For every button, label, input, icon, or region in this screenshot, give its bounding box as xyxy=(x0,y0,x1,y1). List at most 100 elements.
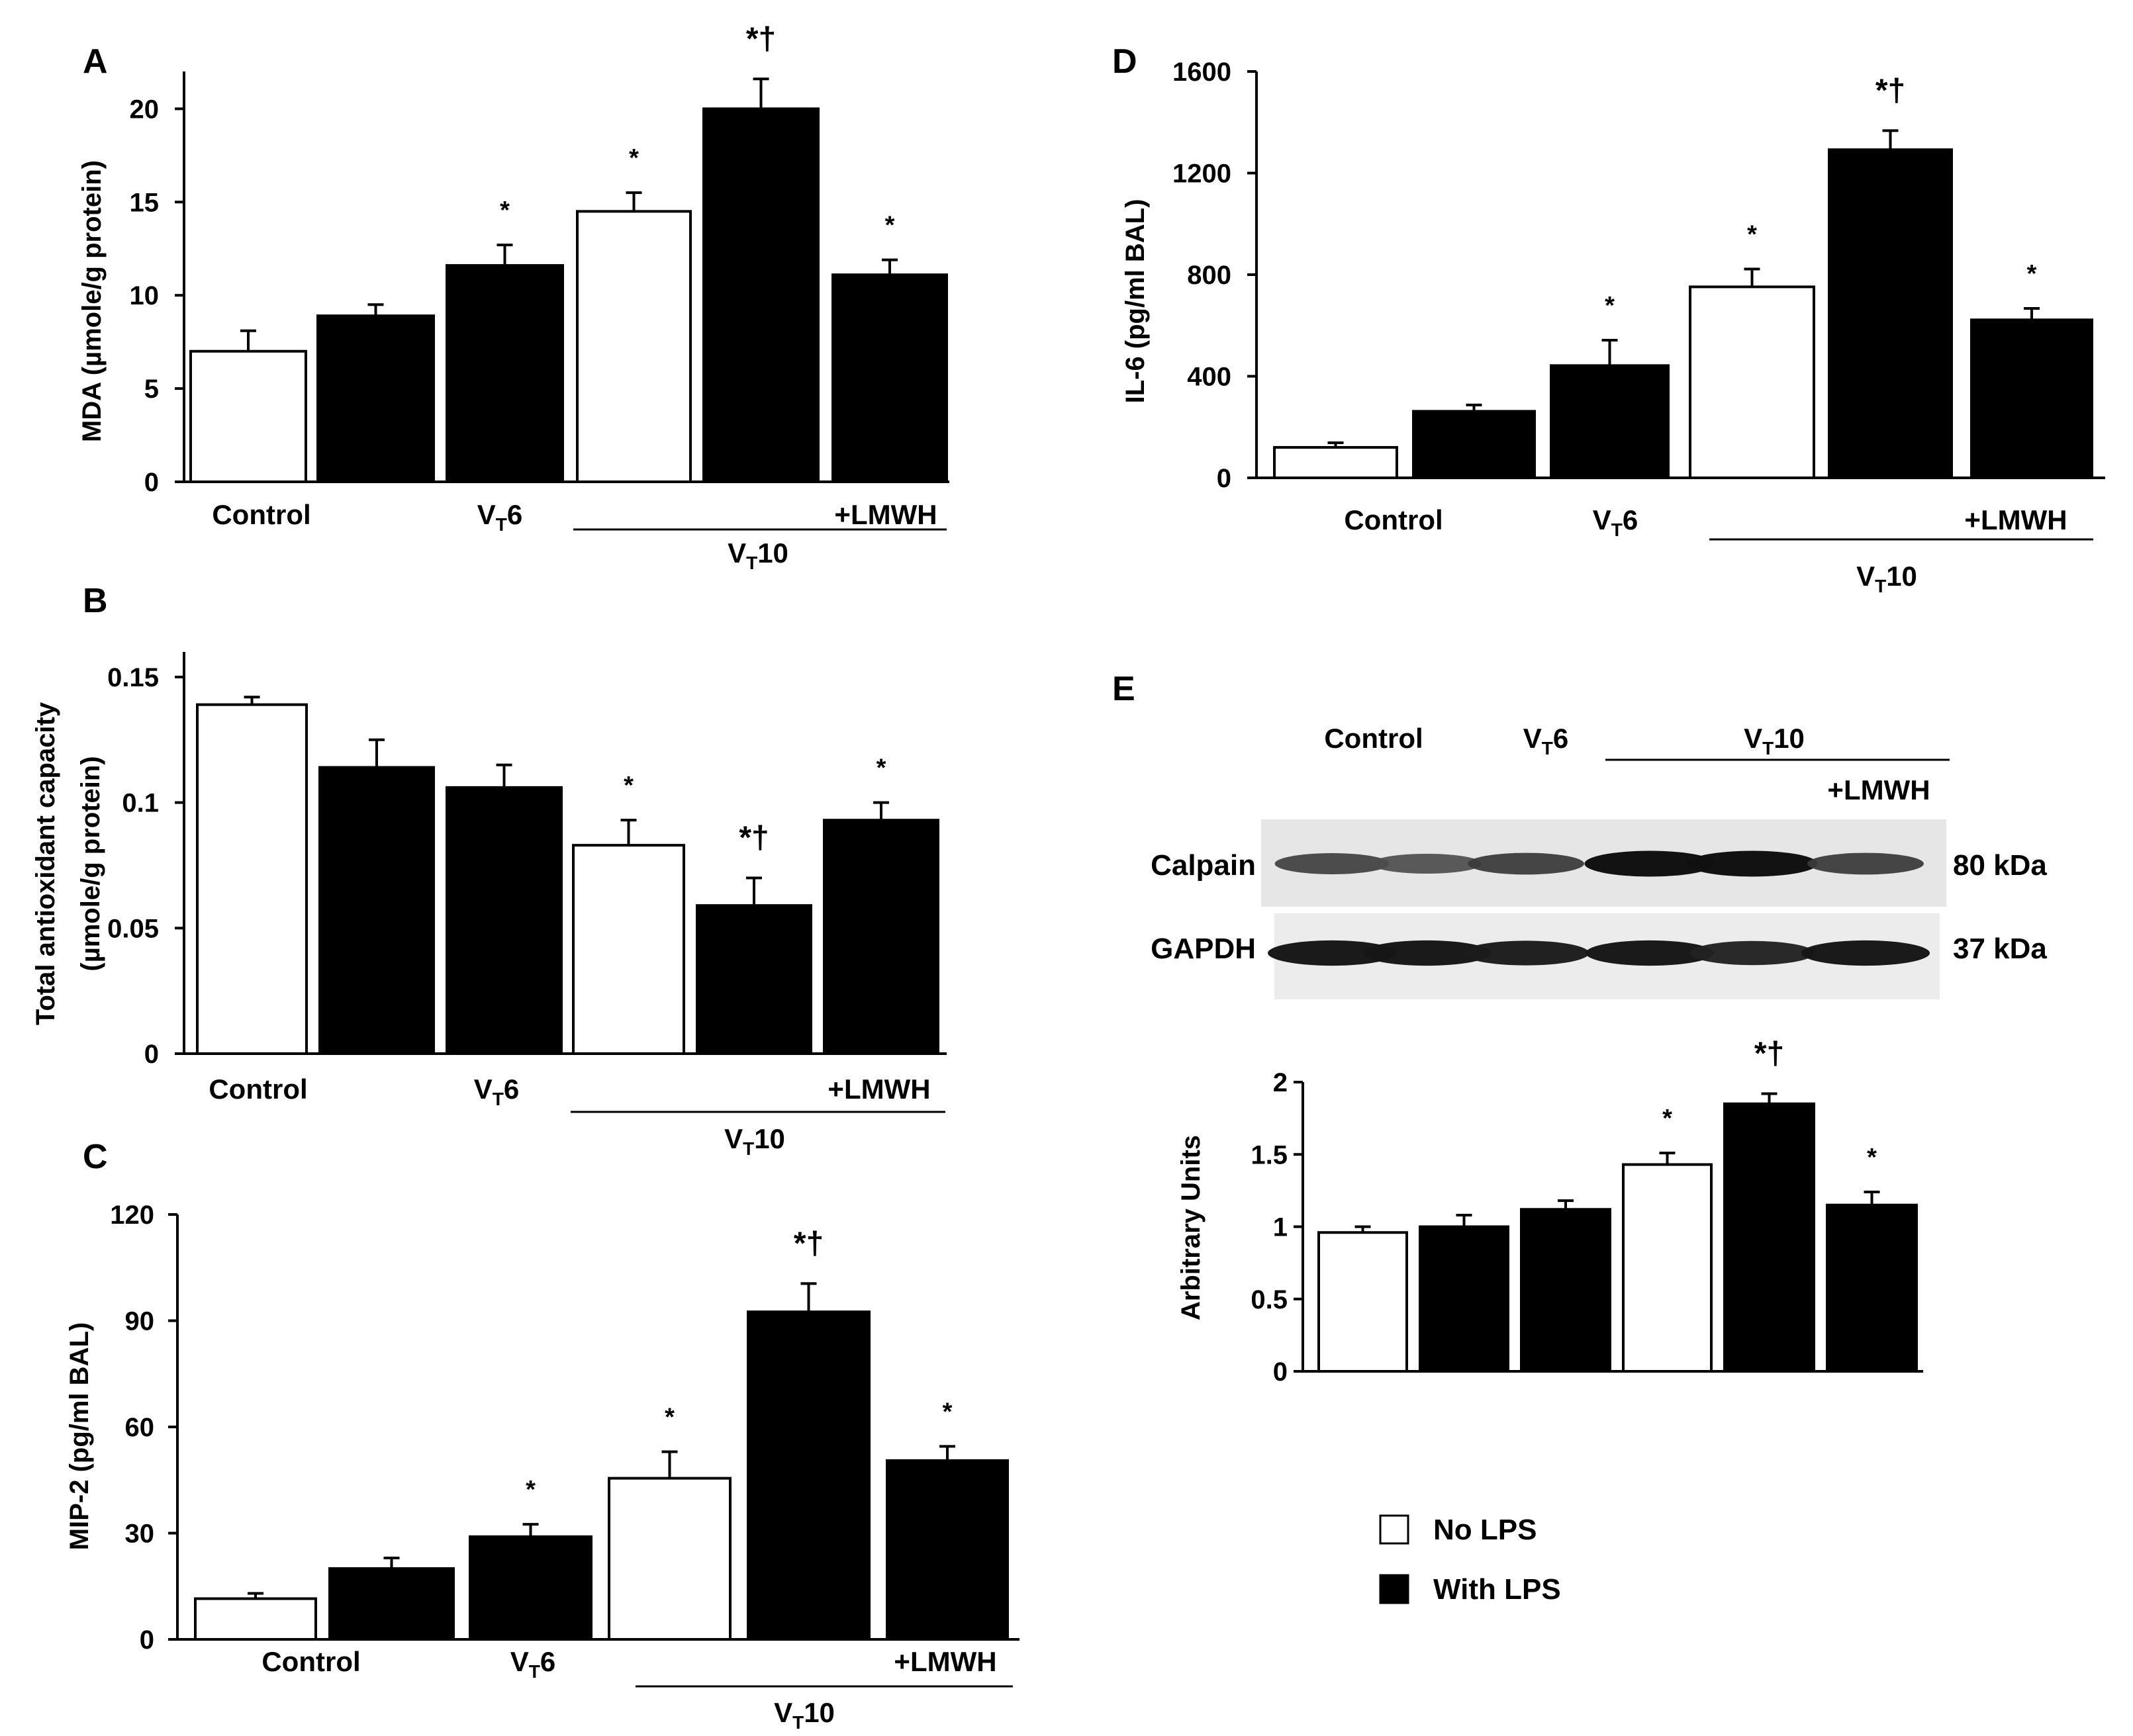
blot-size-calpain: 80 kDa xyxy=(1953,849,2047,882)
significance-marker: * xyxy=(1662,1105,1672,1132)
blot-band-calpain-5 xyxy=(1807,852,1924,875)
blot-band-gapdh-4 xyxy=(1690,940,1815,966)
y-tick-label: 15 xyxy=(130,188,160,217)
bar-b-2 xyxy=(446,786,563,1056)
blot-size-gapdh: 37 kDa xyxy=(1953,933,2047,965)
blot-header-vt6: VT6 xyxy=(1523,723,1568,758)
y-tick-label: 0.1 xyxy=(122,789,159,818)
blot-band-gapdh-5 xyxy=(1801,940,1930,966)
legend-label-with-lps: With LPS xyxy=(1433,1573,1561,1606)
y-tick-label: 400 xyxy=(1187,363,1231,392)
y-tick-label: 20 xyxy=(130,95,160,124)
chart-e-calpain-quant: 0 0.5 1 1.5 2 * *† * xyxy=(1251,1036,1923,1387)
y-tick-label: 90 xyxy=(125,1307,155,1336)
bar-c-3 xyxy=(608,1477,732,1641)
legend-swatch-no-lps xyxy=(1379,1514,1409,1545)
y-tick-label: 0.5 xyxy=(1251,1285,1288,1314)
bar-e-2 xyxy=(1520,1208,1611,1373)
blot-row-label-calpain: Calpain xyxy=(1151,849,1256,882)
bar-d-0 xyxy=(1273,445,1398,480)
bar-c-0 xyxy=(194,1597,317,1641)
y-tick-label: 1600 xyxy=(1172,58,1231,87)
y-tick-label: 10 xyxy=(130,281,160,310)
chart-c-mip2: 0 30 60 90 120 * * *† * xyxy=(110,1201,1019,1655)
bar-a-3 xyxy=(576,210,692,483)
bar-a-2 xyxy=(446,264,564,483)
y-axis-label-b-line1: Total antioxidant capacity xyxy=(31,702,60,1025)
significance-marker: * xyxy=(526,1476,536,1504)
blot-row-label-gapdh: GAPDH xyxy=(1151,933,1256,965)
category-lmwh-c: +LMWH xyxy=(894,1646,996,1677)
western-blot: Control VT6 VT10 +LMWH Calpain GAPDH 80 … xyxy=(1151,723,2047,999)
category-vt10-c: VT10 xyxy=(774,1697,835,1733)
y-tick-label: 60 xyxy=(125,1413,155,1442)
panel-letter-a: A xyxy=(83,42,108,81)
panel-letter-e: E xyxy=(1112,670,1135,708)
y-tick-label: 0.05 xyxy=(107,914,159,943)
significance-marker: * xyxy=(1867,1144,1877,1171)
chart-b-antioxidant: 0 0.05 0.1 0.15 * *† * xyxy=(107,652,947,1069)
bar-c-4 xyxy=(747,1310,871,1641)
legend-swatch-with-lps xyxy=(1379,1574,1409,1604)
y-tick-label: 0 xyxy=(140,1625,154,1655)
y-tick-label: 0 xyxy=(1217,464,1231,493)
category-lmwh-b: +LMWH xyxy=(828,1074,930,1105)
blot-band-gapdh-1 xyxy=(1362,940,1491,966)
significance-marker: * xyxy=(885,212,895,240)
category-labels-d: Control VT6 +LMWH VT10 xyxy=(1344,504,2093,596)
bar-c-5 xyxy=(886,1459,1009,1641)
category-lmwh-a: +LMWH xyxy=(834,499,937,530)
blot-bands xyxy=(1268,850,1930,966)
bar-a-1 xyxy=(316,314,435,483)
panel-letter-b: B xyxy=(83,582,108,620)
bar-d-4 xyxy=(1828,148,1953,479)
bar-a-5 xyxy=(831,273,948,483)
significance-marker: * xyxy=(1747,221,1757,249)
blot-band-calpain-2 xyxy=(1468,852,1584,875)
y-axis-label-a: MDA (µmole/g protein) xyxy=(77,160,107,442)
bar-d-5 xyxy=(1970,318,2093,479)
blot-band-calpain-1 xyxy=(1371,853,1482,874)
category-control-d: Control xyxy=(1344,504,1443,535)
significance-marker: *† xyxy=(794,1226,824,1261)
category-vt6-a: VT6 xyxy=(477,499,522,535)
bar-b-0 xyxy=(196,703,308,1055)
y-axis-label-c: MIP-2 (pg/ml BAL) xyxy=(65,1322,94,1550)
blot-header-vt10: VT10 xyxy=(1744,723,1805,758)
significance-marker: *† xyxy=(746,21,776,56)
y-tick-label: 800 xyxy=(1187,261,1231,290)
y-tick-label: 1 xyxy=(1273,1213,1288,1242)
significance-marker: * xyxy=(2027,260,2037,288)
category-control-a: Control xyxy=(212,499,310,530)
y-axis-label-b-line2: (µmole/g protein) xyxy=(76,756,105,971)
y-tick-label: 1200 xyxy=(1172,160,1231,189)
y-tick-label: 1.5 xyxy=(1251,1140,1288,1169)
y-tick-label: 0 xyxy=(1273,1357,1288,1387)
significance-marker: *† xyxy=(1754,1036,1784,1071)
category-control-b: Control xyxy=(209,1074,307,1105)
y-tick-label: 5 xyxy=(144,375,159,404)
category-vt6-b: VT6 xyxy=(474,1074,519,1109)
category-vt6-c: VT6 xyxy=(510,1646,555,1682)
significance-marker: * xyxy=(1605,292,1615,320)
bar-d-2 xyxy=(1550,364,1670,479)
panel-letter-c: C xyxy=(83,1138,108,1176)
y-tick-label: 0.15 xyxy=(107,663,159,692)
bar-b-3 xyxy=(572,844,685,1056)
bar-e-4 xyxy=(1723,1102,1815,1373)
bar-b-5 xyxy=(823,819,939,1056)
category-labels-b: Control VT6 +LMWH VT10 xyxy=(209,1074,945,1159)
bar-a-0 xyxy=(189,349,307,484)
legend-label-no-lps: No LPS xyxy=(1433,1514,1537,1546)
bar-b-4 xyxy=(696,904,812,1055)
blot-header-lmwh: +LMWH xyxy=(1827,774,1930,805)
bar-d-1 xyxy=(1412,410,1536,480)
bar-e-1 xyxy=(1419,1225,1509,1373)
bar-c-2 xyxy=(469,1535,592,1641)
legend: No LPS With LPS xyxy=(1379,1514,1561,1606)
panel-letter-d: D xyxy=(1112,42,1137,81)
y-tick-label: 30 xyxy=(125,1520,155,1549)
blot-header-control: Control xyxy=(1324,723,1423,754)
chart-a-mda: 0 5 10 15 20 * * *† * xyxy=(130,21,949,497)
